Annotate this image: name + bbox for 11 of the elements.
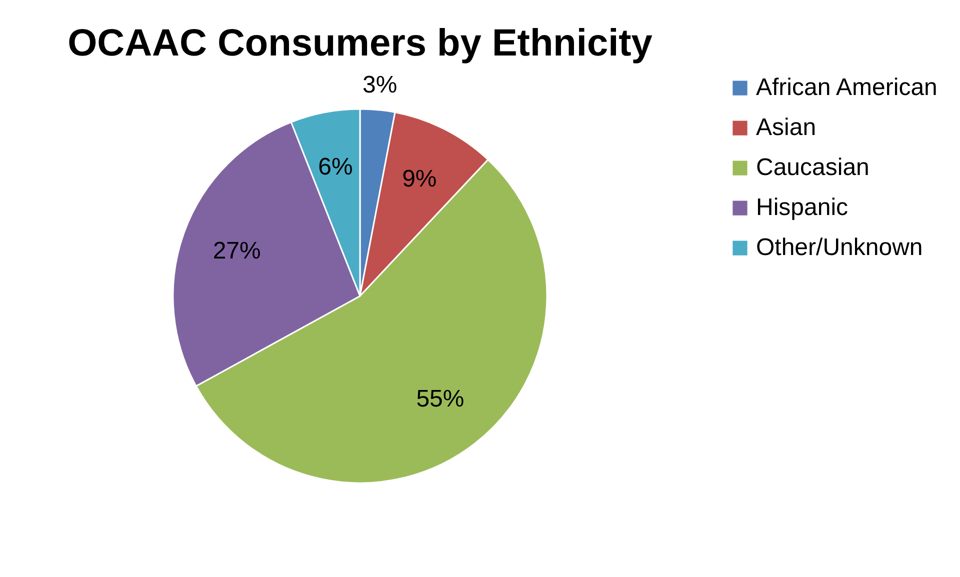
legend-label: Other/Unknown [756,234,923,261]
data-label: 3% [362,72,398,99]
data-label: 27% [212,238,261,265]
data-label: 6% [318,153,353,180]
data-label: 9% [402,165,437,192]
legend-label: Hispanic [756,194,848,221]
data-label: 55% [416,385,464,412]
legend-label: Asian [756,114,816,141]
chart-title: OCAAC Consumers by Ethnicity [68,22,652,65]
legend-label: Caucasian [756,154,870,181]
legend-label: African American [756,74,938,101]
